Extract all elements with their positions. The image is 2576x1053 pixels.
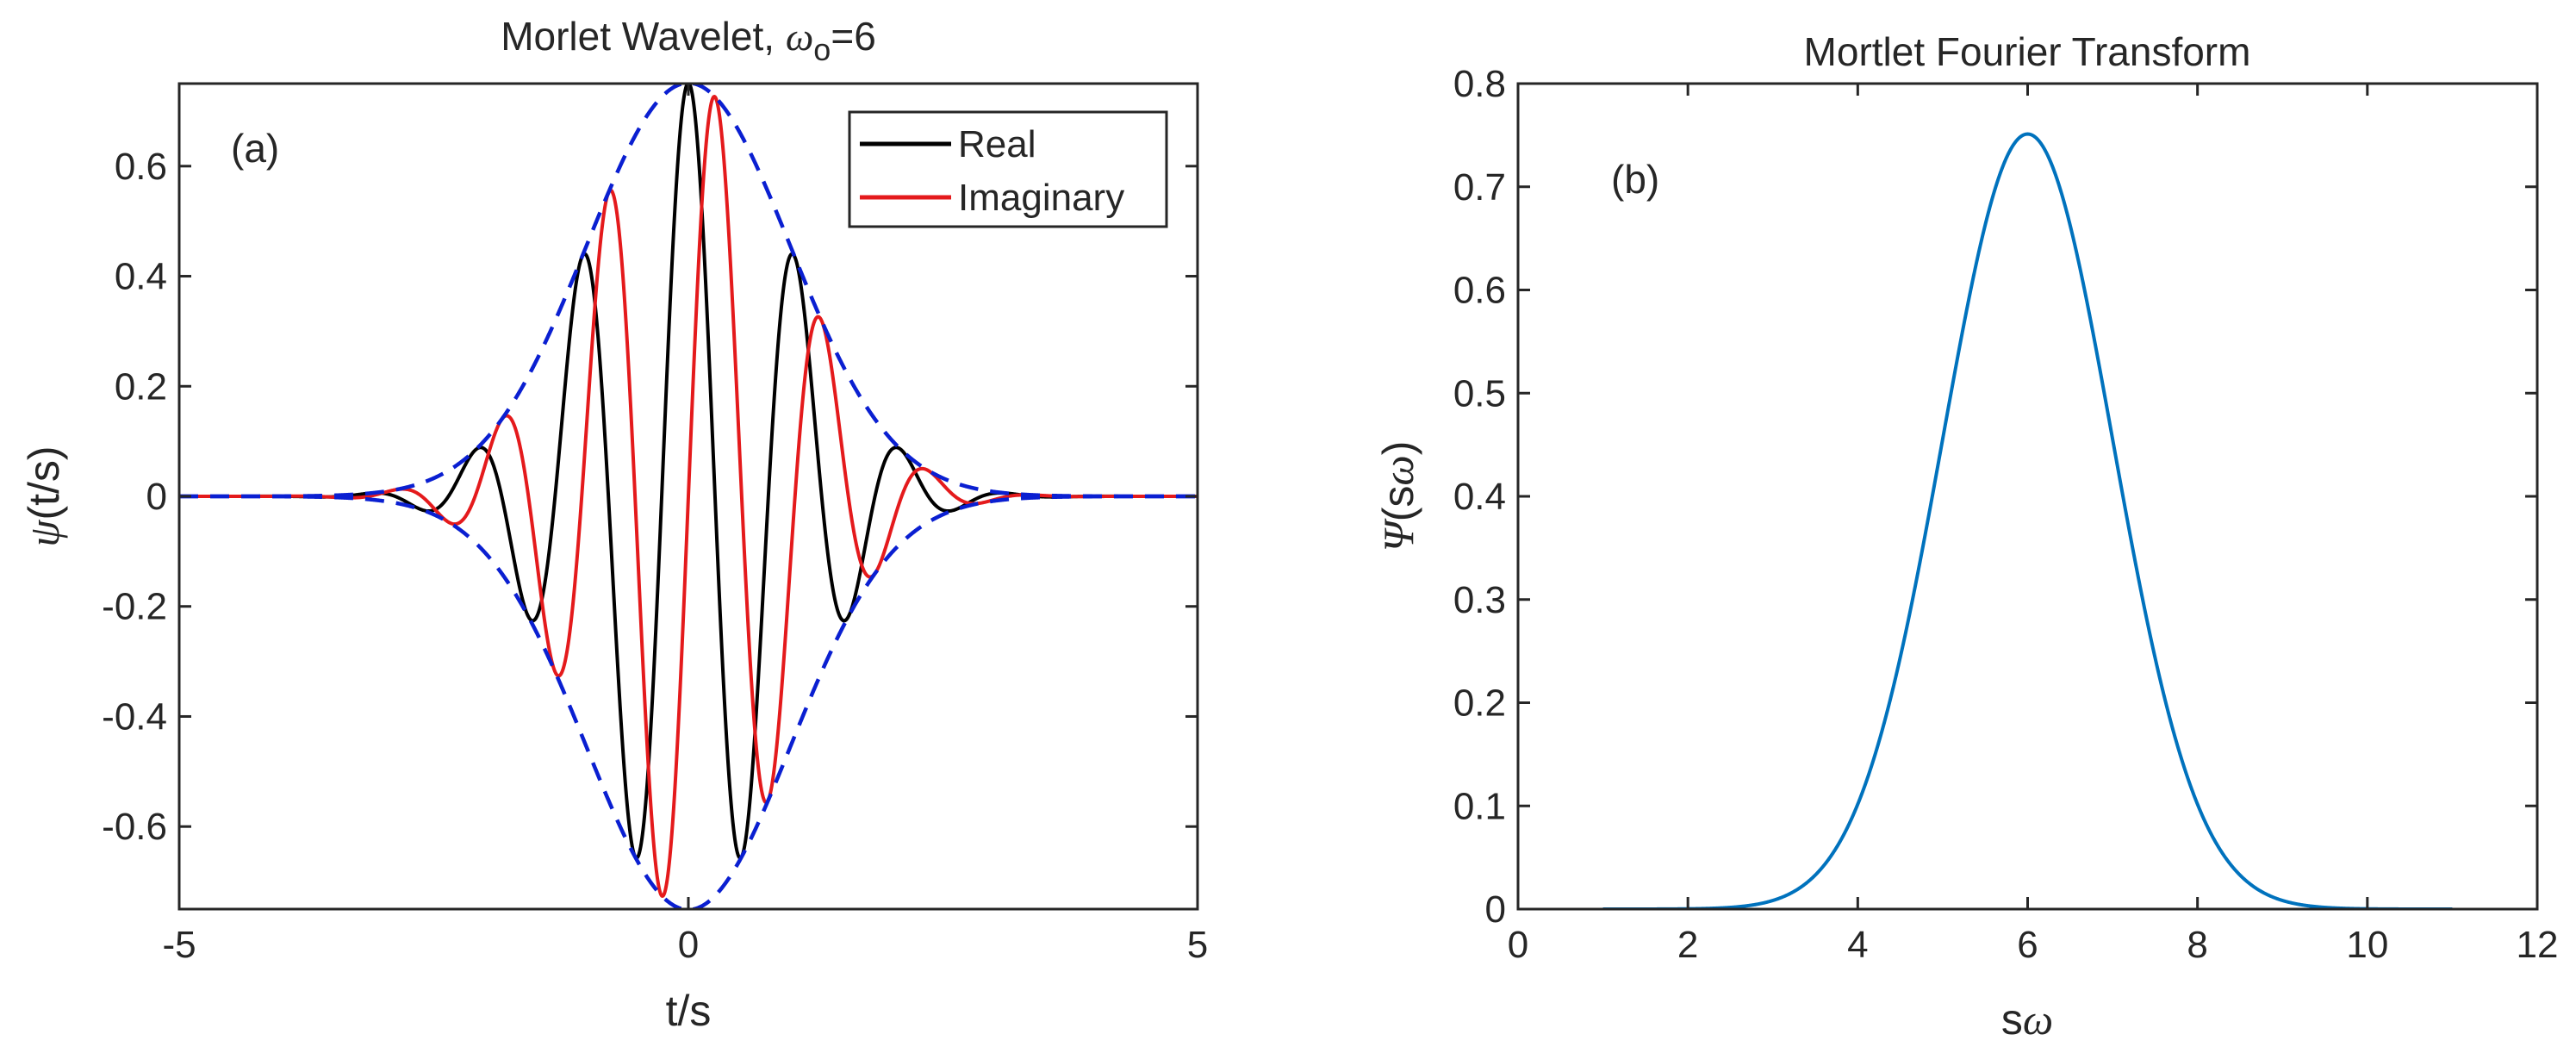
y-tick-label: 0.8 [1453,63,1506,105]
panel-b-plot-area [1602,132,2454,909]
x-tick-label: 2 [1677,924,1698,966]
panel-a-legend: Real Imaginary [848,110,1168,228]
panel-a-axes-box [177,82,1199,911]
y-tick-label: 0.2 [115,365,167,408]
panel-a-xlabel: t/s [666,987,712,1035]
y-tick-label: 0.5 [1453,372,1506,414]
y-tick-label: -0.6 [102,806,167,848]
legend-box [848,110,1168,228]
y-tick-label: 0.6 [1453,270,1506,312]
x-tick-label: 5 [1187,924,1208,966]
panel-a-ylabel: ψ(t/s) [20,446,68,546]
panel-a-ticks: -5 0 5 -0.6 -0.4 -0.2 0 0.2 0.4 0.6 [102,84,1208,966]
y-tick-label: 0.4 [1453,476,1506,518]
y-tick-label: 0.1 [1453,785,1506,827]
y-tick-label: 0 [1485,888,1506,931]
y-tick-label: -0.2 [102,586,167,628]
series-line-envelope [179,494,1198,909]
x-tick-label: 10 [2346,924,2388,966]
panel-b-ylabel: Ψ(sω) [1374,441,1422,552]
x-tick-label: 4 [1847,924,1868,966]
x-tick-label: 12 [2517,924,2559,966]
x-tick-label: 0 [1508,924,1528,966]
x-tick-label: 8 [2187,924,2207,966]
y-tick-label: 0 [146,476,167,518]
series-line-fourier-transform [1602,132,2454,909]
panel-a-plot-area [179,84,1198,909]
panel-b-annotation: (b) [1611,157,1659,202]
y-tick-label: 0.4 [115,256,167,298]
y-tick-label: 0.6 [115,146,167,188]
panel-a: Morlet Wavelet, ωo=6 -5 0 5 -0.6 -0.4 -0.2 0 0.… [20,14,1208,1035]
series-line-envelope [179,84,1198,499]
panel-b-title: Mortlet Fourier Transform [1804,29,2251,74]
panel-a-title: Morlet Wavelet, ωo=6 [501,14,876,67]
y-tick-label: -0.4 [102,695,167,738]
legend-label-real: Real [958,123,1036,165]
legend-label-imaginary: Imaginary [958,177,1124,219]
y-tick-label: 0.3 [1453,579,1506,621]
panel-b: Mortlet Fourier Transform 0 2 4 6 8 10 1200.10… [1374,29,2558,1044]
x-tick-label: -5 [162,924,196,966]
x-tick-label: 6 [2017,924,2038,966]
panel-b-xlabel: sω [2001,995,2053,1044]
x-tick-label: 0 [678,924,699,966]
panel-b-ticks: 0 2 4 6 8 10 12 0 0.1 0.2 0.3 0.4 0.5 0.6 0.7 0.8 [1453,63,2559,966]
y-tick-label: 0.7 [1453,166,1506,209]
y-tick-label: 0.2 [1453,682,1506,725]
panel-a-annotation: (a) [231,126,279,171]
panel-b-axes-box [1516,82,2539,911]
